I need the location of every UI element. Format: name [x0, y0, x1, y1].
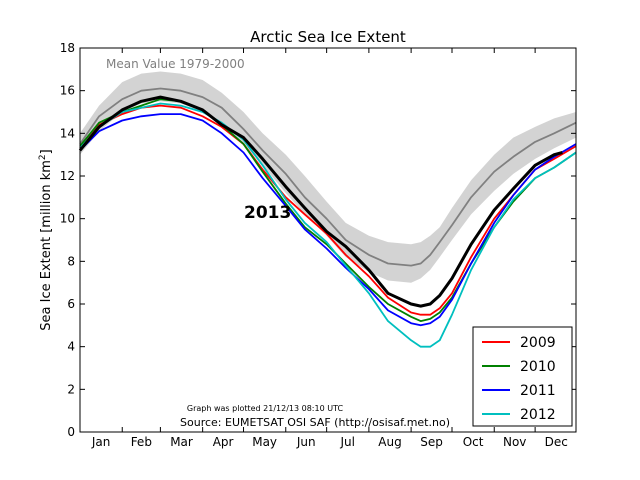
legend-label-2012: 2012 — [520, 407, 556, 423]
y-tick-label: 0 — [67, 425, 75, 439]
series-line-2012 — [79, 102, 577, 348]
x-tick-label-feb: Feb — [131, 435, 152, 449]
legend-label-2011: 2011 — [520, 383, 556, 399]
y-tick-label: 6 — [67, 297, 75, 311]
x-tick-label-oct: Oct — [463, 435, 484, 449]
y-tick-label: 14 — [60, 126, 75, 140]
legend-box — [472, 326, 573, 427]
series-line-mean-value-1979-2000 — [79, 87, 577, 267]
x-tick-label-dec: Dec — [545, 435, 568, 449]
y-axis-ticks: 0 2 4 6 8 10 12 14 16 18 — [60, 41, 576, 439]
highlight-year-label: 2013 — [244, 203, 291, 223]
x-tick-label-nov: Nov — [503, 435, 526, 449]
y-tick-label: 16 — [60, 84, 75, 98]
y-tick-label: 12 — [60, 169, 75, 183]
source-note: Source: EUMETSAT OSI SAF (http://osisaf.… — [180, 416, 450, 429]
y-tick-label: 10 — [60, 212, 75, 226]
x-axis-ticks: Jan Feb Mar Apr May Jun Jul Aug Sep Oct Nov Dec — [91, 48, 568, 449]
mean-value-label: Mean Value 1979-2000 — [106, 57, 245, 71]
y-tick-label: 8 — [67, 254, 75, 268]
legend-label-2010: 2010 — [520, 359, 556, 375]
legend-label-2009: 2009 — [520, 335, 556, 351]
y-tick-label: 4 — [67, 340, 75, 354]
legend: 2009 2010 2011 2012 — [472, 326, 573, 427]
x-tick-label-jun: Jun — [296, 435, 316, 449]
y-axis-label: Sea Ice Extent [million km2] — [38, 149, 54, 330]
x-tick-label-mar: Mar — [170, 435, 193, 449]
x-tick-label-jan: Jan — [91, 435, 111, 449]
mean-range-area — [80, 71, 576, 283]
plot-timestamp-note: Graph was plotted 21/12/13 08:10 UTC — [187, 404, 344, 413]
x-tick-label-jul: Jul — [340, 435, 355, 449]
chart-title: Arctic Sea Ice Extent — [250, 28, 406, 46]
y-tick-label: 18 — [60, 41, 75, 55]
series-line-2013 — [78, 95, 563, 308]
series-lines — [78, 87, 577, 348]
x-tick-label-apr: Apr — [213, 435, 234, 449]
series-line-2011 — [79, 113, 577, 327]
x-tick-label-may: May — [252, 435, 277, 449]
series-line-2009 — [79, 104, 577, 316]
y-tick-label: 2 — [67, 382, 75, 396]
x-tick-label-sep: Sep — [420, 435, 443, 449]
plot-frame — [79, 47, 577, 433]
x-tick-label-aug: Aug — [378, 435, 401, 449]
mean-range-band — [80, 71, 576, 283]
